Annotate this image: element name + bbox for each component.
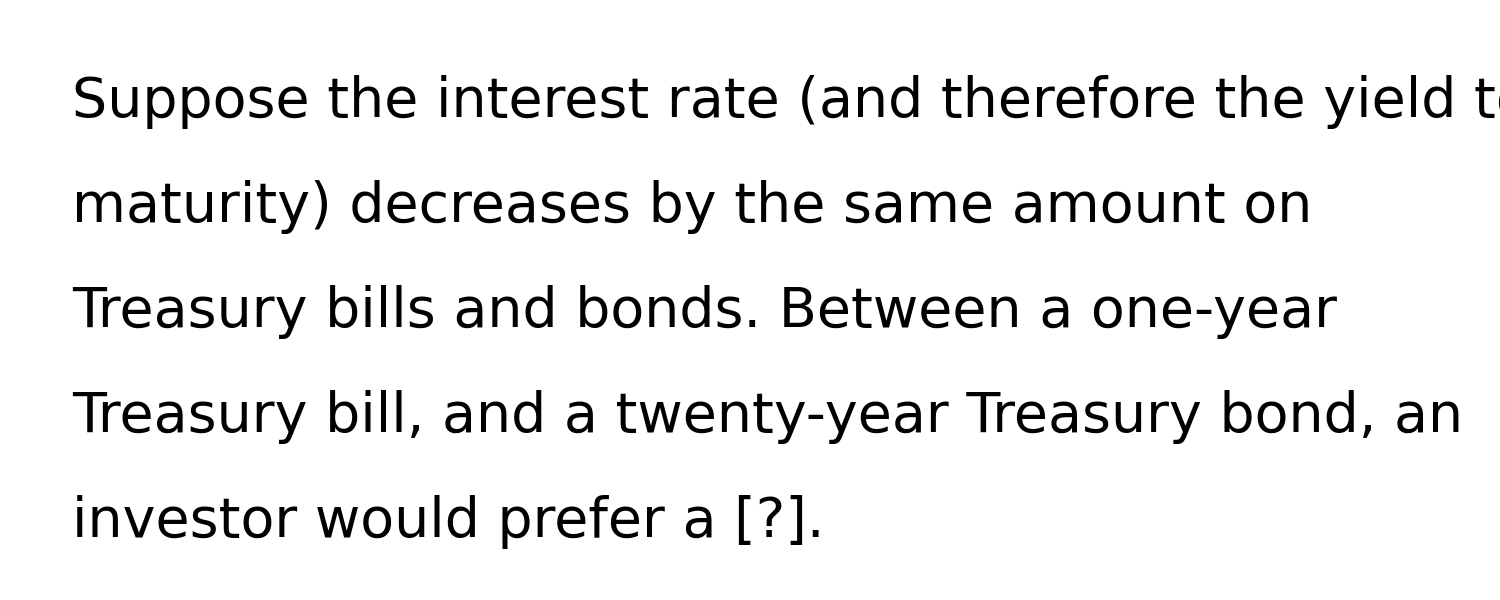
Text: Treasury bills and bonds. Between a one-year: Treasury bills and bonds. Between a one-… <box>72 285 1336 339</box>
Text: Suppose the interest rate (and therefore the yield to: Suppose the interest rate (and therefore… <box>72 75 1500 129</box>
Text: Treasury bill, and a twenty-year Treasury bond, an: Treasury bill, and a twenty-year Treasur… <box>72 390 1462 444</box>
Text: investor would prefer a [?].: investor would prefer a [?]. <box>72 495 825 549</box>
Text: maturity) decreases by the same amount on: maturity) decreases by the same amount o… <box>72 180 1312 234</box>
